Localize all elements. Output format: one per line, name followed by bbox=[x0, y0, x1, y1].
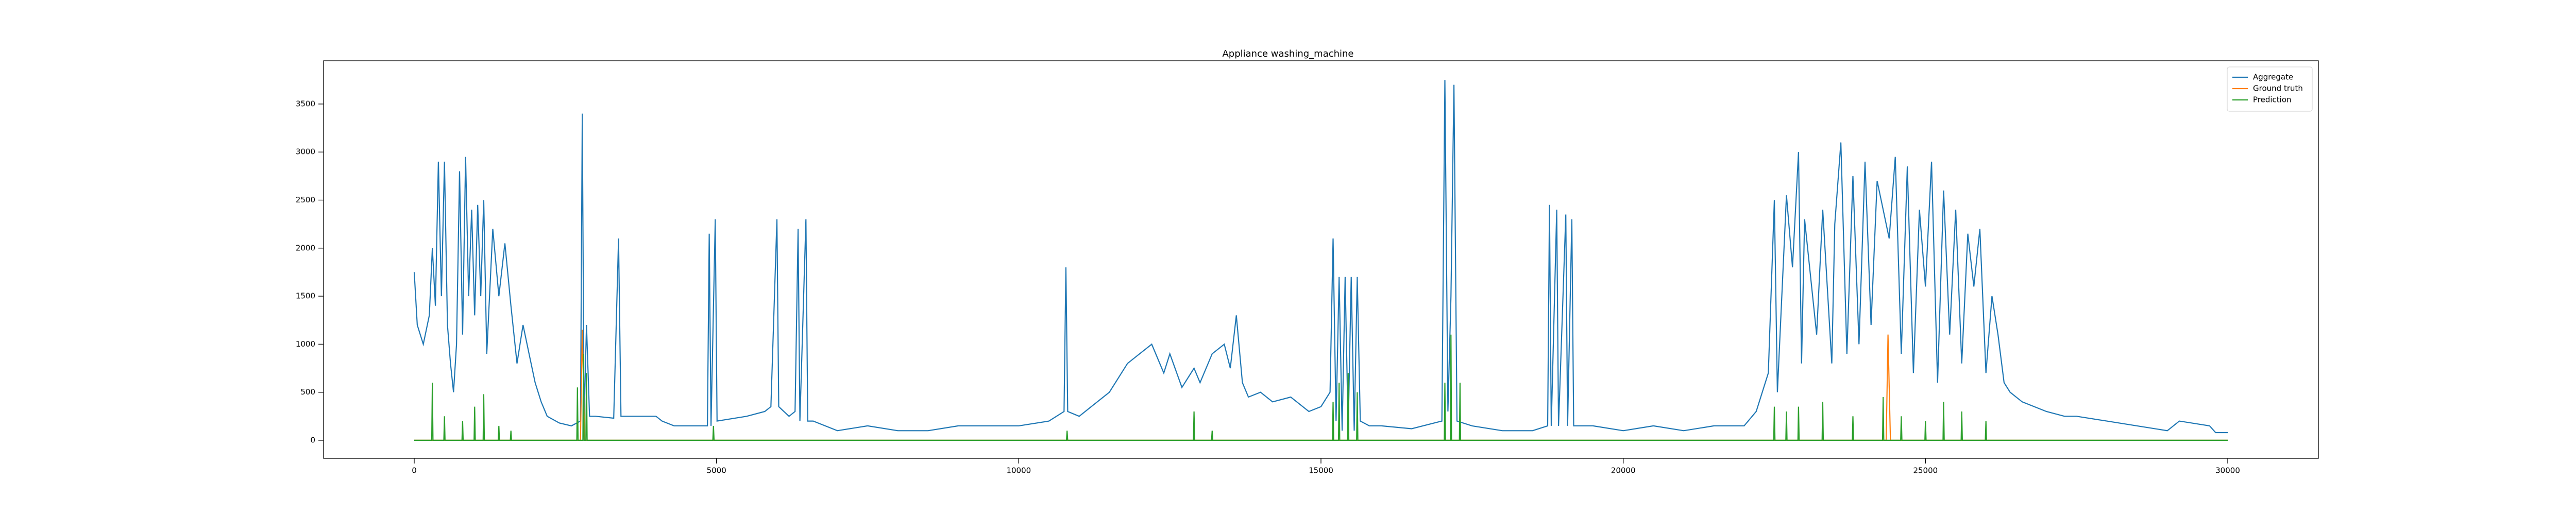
legend-box bbox=[2227, 66, 2313, 112]
x-tick-label: 20000 bbox=[1611, 466, 1636, 475]
y-tick-label: 3000 bbox=[296, 147, 315, 157]
legend-label: Prediction bbox=[2253, 95, 2292, 105]
chart-title: Appliance washing_machine bbox=[1222, 48, 1353, 59]
x-tick-label: 10000 bbox=[1006, 466, 1031, 475]
y-tick-label: 3500 bbox=[296, 99, 315, 108]
x-tick-label: 15000 bbox=[1309, 466, 1333, 475]
y-tick-label: 2000 bbox=[296, 243, 315, 252]
series-line bbox=[414, 334, 2228, 441]
x-tick-label: 0 bbox=[412, 466, 417, 475]
legend-label: Aggregate bbox=[2253, 73, 2293, 82]
series-line bbox=[413, 80, 2228, 434]
y-tick-label: 1000 bbox=[296, 339, 315, 349]
x-tick-label: 5000 bbox=[707, 466, 726, 475]
series-line bbox=[414, 330, 2228, 441]
y-tick-label: 1500 bbox=[296, 291, 315, 301]
y-tick-label: 0 bbox=[310, 435, 315, 444]
y-tick-label: 2500 bbox=[296, 195, 315, 204]
y-tick-label: 500 bbox=[300, 387, 315, 397]
legend-label: Ground truth bbox=[2253, 84, 2303, 93]
x-tick-label: 30000 bbox=[2215, 466, 2240, 475]
plot-frame bbox=[323, 60, 2319, 459]
x-tick-label: 25000 bbox=[1913, 466, 1938, 475]
